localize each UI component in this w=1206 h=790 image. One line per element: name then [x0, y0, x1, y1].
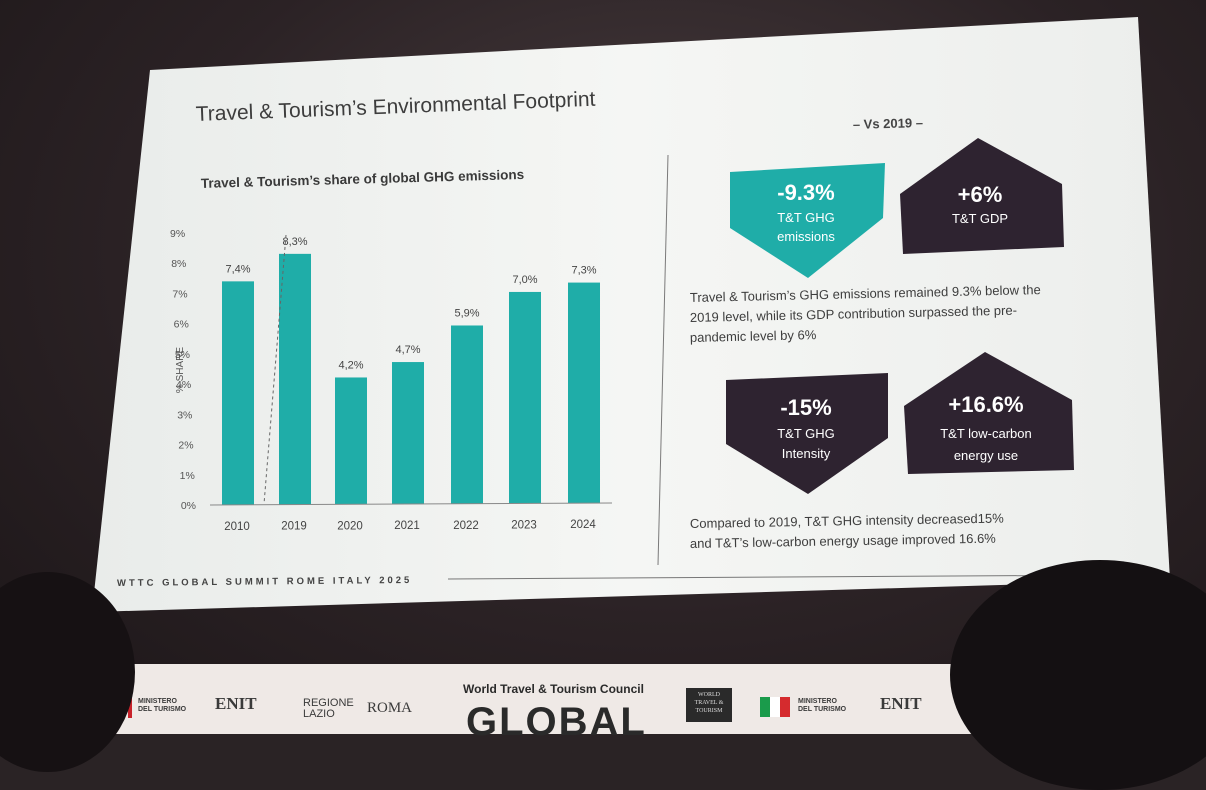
- ministero-right-line1: MINISTERO: [798, 698, 837, 705]
- gdp-value: +6%: [958, 182, 1003, 207]
- data-label-2010: 7,4%: [225, 263, 250, 275]
- global-wordmark: GLOBAL: [466, 700, 647, 744]
- y-tick-label: 6%: [174, 319, 189, 331]
- low-carbon-value: +16.6%: [948, 392, 1023, 417]
- para1-line2: 2019 level, while its GDP contribution s…: [690, 303, 1017, 325]
- x-tick-label-2022: 2022: [453, 520, 479, 532]
- y-axis-label: % SHARE: [175, 347, 186, 393]
- ghg-emissions-label1: T&T GHG: [777, 210, 835, 225]
- paragraph-intensity-energy: Compared to 2019, T&T GHG intensity decr…: [690, 511, 1005, 551]
- ministero-red-bar: [128, 696, 132, 718]
- wttc-logo: WORLD TRAVEL & TOURISM: [686, 688, 732, 722]
- data-label-2021: 4,7%: [395, 344, 420, 356]
- y-tick-label: 9%: [170, 228, 185, 240]
- y-tick-label: 3%: [177, 409, 192, 421]
- footer-rule: [447, 574, 1136, 580]
- y-tick-label: 5%: [175, 349, 190, 361]
- ghg-emissions-label2: emissions: [777, 229, 835, 244]
- data-label-2023: 7,0%: [512, 274, 537, 286]
- ghg-emissions-value: -9.3%: [777, 180, 834, 205]
- x-tick-label-2020: 2020: [337, 520, 363, 532]
- vertical-divider: [657, 154, 669, 566]
- data-label-2019: 8,3%: [282, 236, 307, 248]
- emissions-chart: Travel & Tourism’s share of global GHG e…: [170, 167, 613, 533]
- regione-logo-line1: REGIONE: [303, 697, 354, 709]
- y-tick-label: 2%: [178, 440, 193, 452]
- y-tick-label: 1%: [180, 470, 195, 482]
- bar-2010: [222, 281, 254, 505]
- bar-2021: [392, 362, 424, 505]
- para2-line1: Compared to 2019, T&T GHG intensity decr…: [690, 511, 1005, 531]
- presentation-slide: Travel & Tourism’s Environmental Footpri…: [92, 17, 1170, 612]
- y-tick-label: 0%: [181, 500, 196, 512]
- y-tick-label: 4%: [176, 379, 191, 391]
- x-tick-label-2024: 2024: [570, 519, 596, 531]
- ministero-logo-line1: MINISTERO: [138, 698, 177, 705]
- ministero-right-line2: DEL TURISMO: [798, 706, 847, 713]
- bar-2023: [509, 291, 541, 504]
- bar-2019: [279, 253, 311, 505]
- gdp-up-arrow-shape: [900, 138, 1064, 254]
- reference-dashed-line: [263, 234, 287, 505]
- x-tick-label-2010: 2010: [224, 521, 250, 533]
- bar-2020: [335, 377, 367, 505]
- ghg-intensity-label1: T&T GHG: [777, 426, 835, 441]
- italy-flag-icon: [760, 697, 790, 717]
- x-tick-label-2023: 2023: [511, 520, 537, 532]
- bar-2024: [568, 282, 600, 504]
- ghg-intensity-down-arrow-shape: [726, 373, 888, 494]
- regione-logo-line2: LAZIO: [303, 708, 335, 720]
- data-label-2020: 4,2%: [338, 359, 363, 371]
- baseline-axis: [209, 502, 613, 506]
- ghg-intensity-value: -15%: [780, 395, 831, 420]
- x-tick-label-2019: 2019: [281, 521, 307, 533]
- low-carbon-label2: energy use: [954, 448, 1018, 463]
- para1-line3: pandemic level by 6%: [690, 327, 817, 345]
- ghg-intensity-label2: Intensity: [782, 446, 831, 461]
- y-tick-label: 8%: [171, 258, 186, 270]
- data-label-2022: 5,9%: [454, 307, 479, 319]
- para2-line2: and T&T’s low-carbon energy usage improv…: [690, 531, 997, 551]
- gdp-label: T&T GDP: [952, 211, 1008, 226]
- slide-footer: WTTC GLOBAL SUMMIT ROME ITALY 2025: [117, 575, 412, 589]
- low-carbon-label1: T&T low-carbon: [940, 426, 1032, 441]
- ministero-logo-line2: DEL TURISMO: [138, 706, 187, 713]
- enit-right-logo: ENIT: [880, 694, 922, 713]
- x-tick-label-2021: 2021: [394, 520, 420, 532]
- vs-2019-label: – Vs 2019 –: [853, 115, 923, 132]
- enit-logo: ENIT: [215, 694, 257, 713]
- y-tick-label: 7%: [172, 288, 187, 300]
- data-label-2024: 7,3%: [571, 265, 596, 277]
- bar-2022: [451, 325, 483, 504]
- roma-logo: ROMA: [367, 700, 413, 716]
- ghg-emissions-down-arrow-shape: [730, 163, 885, 278]
- low-carbon-up-arrow-shape: [904, 352, 1074, 474]
- wttc-council-name: World Travel & Tourism Council: [463, 682, 644, 696]
